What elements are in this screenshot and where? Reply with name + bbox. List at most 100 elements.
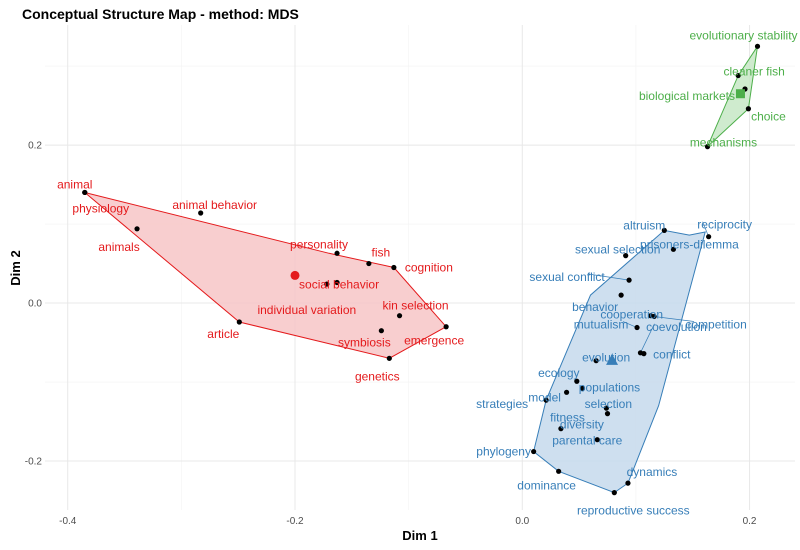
point-phylogeny [531, 448, 537, 455]
label-emergence: emergence [404, 334, 464, 348]
label-competition: competition [685, 317, 746, 331]
point-ecology [574, 378, 580, 384]
data-points [82, 43, 761, 496]
label-leader-lines [589, 221, 709, 353]
point-parental-care [594, 437, 600, 443]
label-selection: selection [585, 397, 632, 411]
point-choice [745, 106, 752, 112]
label-mechanisms: mechanisms [690, 136, 757, 150]
x-tick-label: -0.2 [286, 516, 304, 527]
label-fitness: fitness [550, 411, 585, 425]
label-individual-variation: individual variation [257, 303, 356, 317]
point-diversity [558, 426, 564, 432]
label-cleaner-fish: cleaner fish [723, 65, 784, 79]
centroid-3 [735, 89, 745, 99]
label-animal-behavior: animal behavior [172, 198, 257, 212]
label-article: article [207, 327, 239, 341]
point-competition [651, 313, 657, 320]
label-evolutionary-stability: evolutionary stability [689, 28, 797, 42]
point-reproductive-success [611, 490, 617, 496]
point-conflict [641, 350, 647, 357]
point-animals [134, 226, 140, 232]
point-reciprocity [706, 234, 712, 240]
point-mechanisms [704, 144, 711, 150]
label-altruism: altruism [623, 218, 665, 232]
label-model: model [528, 390, 561, 404]
x-tick-label: 0.0 [515, 516, 529, 527]
label-phylogeny: phylogeny [476, 445, 531, 459]
label-cognition: cognition [405, 261, 453, 275]
label-symbiosis: symbiosis [338, 336, 391, 350]
point-symbiosis [378, 328, 384, 334]
y-tick-label: 0.0 [28, 299, 42, 310]
label-strategies: strategies [476, 397, 528, 411]
x-axis-label: Dim 1 [402, 528, 437, 543]
label-animal: animal [57, 177, 92, 191]
point-cleaner-fish [735, 72, 741, 79]
point-social-behavior [334, 279, 340, 286]
cluster-centroids [290, 89, 745, 365]
label-animals: animals [98, 240, 139, 254]
point-fitness [604, 411, 611, 417]
y-axis-label: Dim 2 [8, 250, 23, 285]
label-choice: choice [751, 110, 786, 124]
y-tick-label: 0.2 [28, 141, 42, 152]
point-individual-variation [324, 281, 330, 287]
point-populations [579, 385, 586, 391]
leader-coevolution [640, 323, 655, 353]
label-personality: personality [290, 237, 348, 251]
point-dominance [556, 468, 562, 474]
label-conflict: conflict [653, 348, 691, 362]
point-prisoners-dilemma [670, 246, 677, 252]
centroid-2 [606, 353, 619, 365]
point-cognition [391, 264, 397, 271]
label-evolution: evolution [582, 351, 630, 365]
x-tick-label: -0.4 [59, 516, 77, 527]
point-mutualism [634, 324, 640, 331]
label-ecology: ecology [538, 366, 579, 380]
chart-title: Conceptual Structure Map - method: MDS [22, 6, 299, 22]
point-kin-selection [396, 313, 403, 319]
point-emergence [443, 324, 449, 330]
point-labels: animal physiology animals animal behavior pe… [57, 28, 797, 517]
label-reciprocity: reciprocity [697, 218, 752, 232]
axis-ticks: -0.4 -0.2 0.0 0.2 -0.2 0.0 0.2 [25, 141, 757, 527]
point-article [236, 319, 242, 325]
point-sexual-conflict [626, 277, 632, 283]
point-evolutionary-stability [754, 43, 761, 49]
label-cooperation: cooperation [600, 308, 663, 322]
label-sexual-conflict: sexual conflict [529, 270, 605, 284]
label-parental-care: parental care [552, 434, 622, 448]
label-biological-markets: biological markets [639, 89, 735, 103]
point-animal-behavior [198, 210, 204, 216]
point-model [563, 389, 570, 395]
label-prisoners-dilemma: prisoners-dilemma [640, 237, 739, 251]
label-social-behavior: social behavior [299, 278, 379, 292]
label-physiology: physiology [72, 201, 129, 215]
point-evolution [593, 358, 599, 364]
leader-sexual-conflict [589, 273, 630, 281]
cluster-hull-1 [84, 192, 447, 359]
point-genetics [386, 355, 392, 361]
point-sexual-selection [623, 253, 629, 259]
label-dynamics: dynamics [627, 465, 678, 479]
label-behavior: behavior [572, 300, 618, 314]
label-populations: populations [579, 380, 640, 394]
centroid-1 [290, 270, 300, 280]
x-tick-label: 0.2 [743, 516, 757, 527]
label-coevolution: coevolution [646, 320, 707, 334]
point-altruism [661, 227, 667, 233]
point-selection [603, 405, 609, 411]
leader-reciprocity [702, 221, 709, 237]
label-dominance: dominance [517, 478, 576, 492]
label-diversity: diversity [560, 418, 604, 432]
point-fish [366, 260, 372, 267]
point-strategies [543, 397, 549, 403]
y-tick-label: -0.2 [25, 457, 43, 468]
point-dynamics [625, 480, 631, 486]
label-mutualism: mutualism [574, 318, 629, 332]
label-reproductive-success: reproductive success [577, 504, 690, 518]
label-genetics: genetics [355, 369, 400, 383]
point-behavior [618, 292, 624, 298]
